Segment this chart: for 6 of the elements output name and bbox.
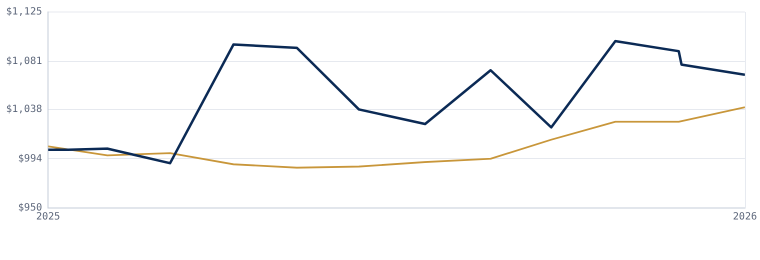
x-tick-label: 2026 bbox=[732, 212, 758, 223]
y-tick-label: $1,081 bbox=[6, 56, 42, 67]
x-tick-label: 2025 bbox=[36, 212, 60, 223]
y-tick-label: $994 bbox=[18, 153, 42, 164]
y-tick-label: $1,038 bbox=[6, 104, 42, 116]
y-tick-label: $1,125 bbox=[6, 6, 42, 18]
